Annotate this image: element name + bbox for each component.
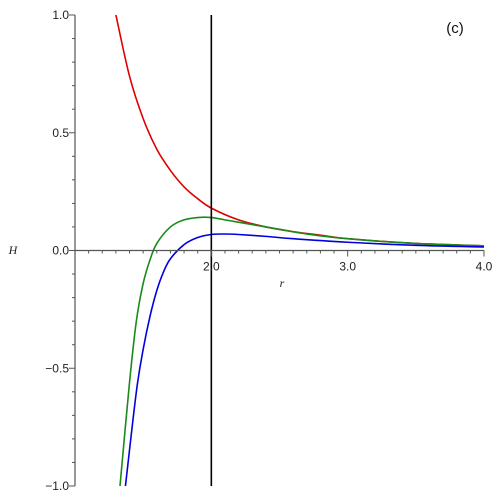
series-line-2 (119, 216, 484, 486)
series-line-1 (115, 15, 484, 247)
panel-label: (c) (446, 20, 464, 37)
axes-group: 2.0 3.0 4.0 −1.0 −0.5 0.0 0.5 1.0 (45, 8, 492, 493)
y-tick-label: −1.0 (45, 479, 69, 493)
y-tick-label: 0.5 (52, 126, 69, 140)
x-tick-label: 4.0 (476, 260, 493, 274)
x-tick-label: 3.0 (339, 260, 356, 274)
series-line-3 (124, 233, 484, 486)
y-tick-label: 1.0 (52, 8, 69, 22)
y-tick-label: −0.5 (45, 361, 69, 375)
x-tick-label: 2.0 (203, 260, 220, 274)
y-tick-label: 0.0 (52, 244, 69, 258)
y-axis-label: H (8, 243, 19, 257)
x-axis-label: r (280, 276, 285, 290)
